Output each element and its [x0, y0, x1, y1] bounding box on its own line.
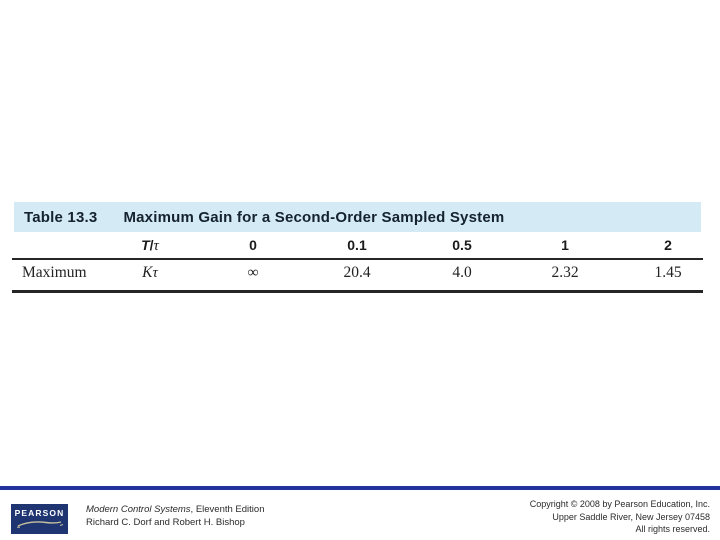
- header-col-4: 2: [664, 237, 672, 253]
- book-title: Modern Control Systems: [86, 504, 191, 515]
- table-rule-bottom: [12, 290, 703, 293]
- book-authors: Richard C. Dorf and Robert H. Bishop: [86, 517, 245, 528]
- header-col-1: 0.1: [347, 237, 367, 253]
- book-info: Modern Control Systems, Eleventh Edition…: [86, 503, 264, 529]
- pearson-swoosh-icon: [16, 521, 63, 528]
- pearson-logo-text: PEARSON: [14, 508, 65, 518]
- copyright-block: Copyright © 2008 by Pearson Education, I…: [530, 498, 710, 536]
- value-1: 20.4: [343, 264, 371, 281]
- table-title-band: Table 13.3 Maximum Gain for a Second-Ord…: [14, 202, 701, 232]
- var-tau: τ: [152, 265, 158, 281]
- row-label: Maximum: [22, 264, 87, 281]
- table-data-row: Maximum Kτ ∞ 20.4 4.0 2.32 1.45: [12, 262, 703, 284]
- var-K: K: [142, 264, 153, 281]
- var-T: T: [141, 237, 150, 253]
- book-title-line: Modern Control Systems, Eleventh Edition: [86, 503, 264, 516]
- table-header-row: T/τ 0 0.1 0.5 1 2: [12, 235, 703, 255]
- table-number: Table 13.3: [24, 208, 98, 226]
- copyright-line-2: Upper Saddle River, New Jersey 07458: [552, 511, 710, 522]
- copyright-line-1: Copyright © 2008 by Pearson Education, I…: [529, 499, 710, 509]
- footer-divider: [0, 486, 720, 490]
- var-slash: /: [149, 237, 154, 253]
- header-col-0: 0: [249, 237, 257, 253]
- book-edition: , Eleventh Edition: [190, 504, 265, 515]
- value-4: 1.45: [654, 264, 682, 281]
- copyright-line-3: All rights reserved.: [635, 524, 710, 534]
- pearson-logo: PEARSON: [11, 504, 68, 534]
- header-col-3: 1: [561, 237, 569, 253]
- header-variable: T/τ: [90, 235, 210, 256]
- value-3: 2.32: [551, 264, 579, 281]
- row-variable: Kτ: [90, 262, 210, 284]
- value-0: ∞: [247, 264, 259, 281]
- table-figure: Table 13.3 Maximum Gain for a Second-Ord…: [12, 0, 703, 310]
- table-title: Maximum Gain for a Second-Order Sampled …: [123, 208, 505, 226]
- header-col-2: 0.5: [452, 237, 472, 253]
- var-tau: τ: [153, 238, 159, 254]
- value-2: 4.0: [452, 264, 472, 281]
- table-rule-top: [12, 258, 703, 260]
